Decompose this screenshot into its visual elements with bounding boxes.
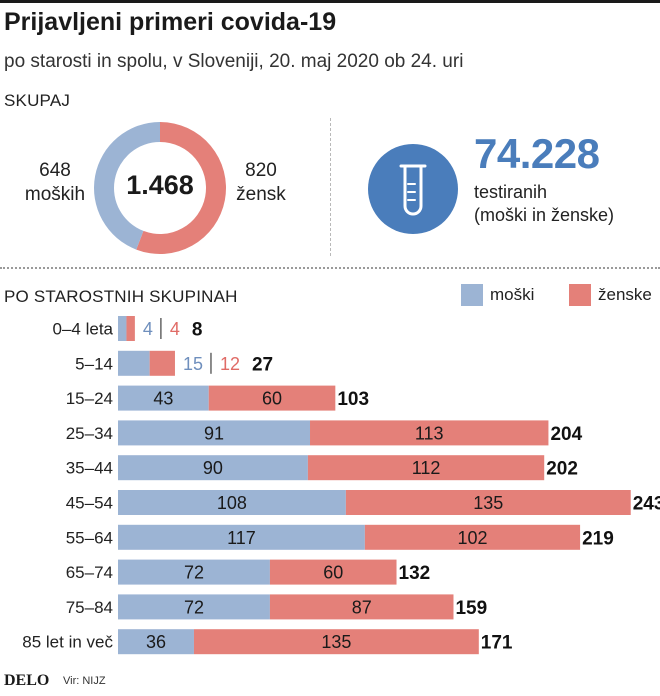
category-label: 5–14 xyxy=(75,354,113,373)
source-note: Vir: NIJZ xyxy=(63,675,106,687)
value-label-female: 135 xyxy=(473,493,503,513)
bar-female xyxy=(345,490,631,515)
donut-slice-male xyxy=(93,122,160,250)
bar-female xyxy=(269,594,454,620)
bar-male xyxy=(118,350,150,376)
legend-label-male: moški xyxy=(490,285,535,304)
bar-female xyxy=(208,385,336,411)
value-label-male: 15 xyxy=(183,354,203,374)
value-label-male: 43 xyxy=(153,389,173,409)
value-label-male: 90 xyxy=(203,458,223,478)
total-label: 171 xyxy=(481,633,513,654)
female-label: žensk xyxy=(236,184,286,205)
total-label: 132 xyxy=(399,563,431,584)
donut-chart xyxy=(93,122,226,254)
top-rule xyxy=(0,0,660,3)
bar-female xyxy=(307,455,545,481)
bar-female xyxy=(126,316,135,341)
test-tube-icon xyxy=(368,144,458,234)
total-label: 204 xyxy=(550,424,582,445)
summary-section-label: SKUPAJ xyxy=(4,91,71,110)
bar-female xyxy=(364,524,581,550)
male-count-group: 648 moških xyxy=(20,159,90,207)
value-label-male: 117 xyxy=(227,528,256,548)
category-label: 15–24 xyxy=(66,389,113,408)
total-label: 8 xyxy=(192,320,203,341)
bar-female xyxy=(149,350,175,376)
value-label-male: 108 xyxy=(217,493,247,513)
delo-logo: DELO xyxy=(4,672,50,689)
female-count: 820 xyxy=(245,160,277,181)
total-label: 243 xyxy=(633,494,660,515)
bar-male xyxy=(118,524,365,550)
category-label: 75–84 xyxy=(66,598,113,617)
category-label: 85 let in več xyxy=(22,633,113,652)
male-label: moških xyxy=(24,184,86,205)
bar-male xyxy=(118,455,308,481)
total-label: 159 xyxy=(455,598,487,619)
tested-label-line2: (moški in ženske) xyxy=(474,205,615,225)
tested-count: 74.228 xyxy=(474,130,600,177)
legend-label-female: ženske xyxy=(598,285,652,304)
value-label-female: 87 xyxy=(352,597,372,617)
donut-slice-female xyxy=(136,122,226,254)
total-label: 219 xyxy=(582,528,614,549)
bar-male xyxy=(118,559,270,585)
value-label-female: 4 xyxy=(170,319,180,339)
total-label: 202 xyxy=(546,459,578,480)
female-count-group: 820 žensk xyxy=(226,159,296,207)
value-label-male: 36 xyxy=(146,632,166,652)
category-label: 25–34 xyxy=(66,424,113,443)
value-label-male: 72 xyxy=(184,563,204,583)
value-label-male: 91 xyxy=(204,423,224,443)
value-label-male: 4 xyxy=(143,319,153,339)
value-label-female: 60 xyxy=(262,389,282,409)
tested-label: testiranih (moški in ženske) xyxy=(474,181,614,227)
legend-swatch-male xyxy=(461,284,483,306)
value-label-female: 12 xyxy=(220,354,240,374)
value-label-female: 135 xyxy=(321,632,351,652)
total-label: 27 xyxy=(252,354,273,375)
category-label: 65–74 xyxy=(66,563,113,582)
summary-divider xyxy=(330,118,331,256)
total-label: 103 xyxy=(337,389,369,410)
chart-subtitle: po starosti in spolu, v Sloveniji, 20. m… xyxy=(4,51,464,72)
chart-title: Prijavljeni primeri covida-19 xyxy=(4,8,337,36)
bar-male xyxy=(118,629,194,655)
value-label-female: 113 xyxy=(415,423,444,443)
category-label: 55–64 xyxy=(66,528,113,547)
bar-male xyxy=(118,594,270,620)
bar-male xyxy=(118,385,209,411)
category-label: 0–4 leta xyxy=(53,320,114,339)
age-section-label: PO STAROSTNIH SKUPINAH xyxy=(4,287,238,306)
category-label: 35–44 xyxy=(66,459,113,478)
donut-total: 1.468 xyxy=(126,170,194,200)
section-divider xyxy=(0,267,660,269)
category-label: 45–54 xyxy=(66,494,113,513)
tested-label-line1: testiranih xyxy=(474,182,548,202)
legend-swatch-female xyxy=(569,284,591,306)
bar-male xyxy=(118,420,311,446)
value-label-female: 102 xyxy=(457,528,487,548)
bar-female xyxy=(193,629,479,655)
value-label-female: 60 xyxy=(323,563,343,583)
bar-male xyxy=(118,490,346,515)
bar-male xyxy=(118,316,127,341)
bar-female xyxy=(310,420,549,446)
male-count: 648 xyxy=(39,160,71,181)
bar-female xyxy=(269,559,397,585)
value-label-female: 112 xyxy=(412,458,441,478)
value-label-male: 72 xyxy=(184,597,204,617)
